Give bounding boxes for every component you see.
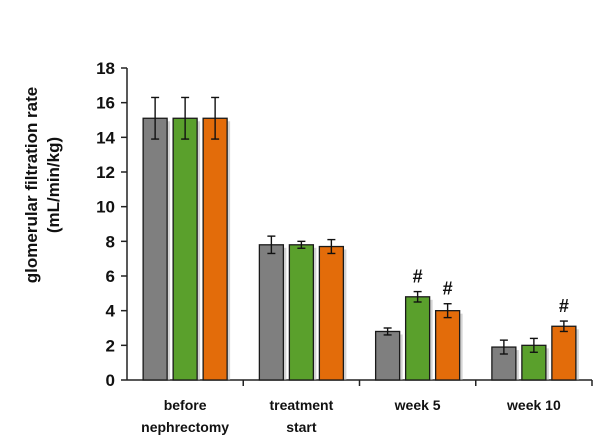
bar: [172, 117, 198, 381]
y-tick-label: 14: [96, 128, 115, 147]
x-category-label-line: before: [164, 397, 207, 413]
bar: [551, 325, 577, 381]
y-tick-label: 0: [106, 371, 115, 390]
x-category-label-line: week 5: [394, 397, 441, 413]
y-tick-label: 2: [106, 336, 115, 355]
bar: [318, 245, 345, 381]
significance-mark: #: [413, 267, 423, 287]
x-category-label-line: nephrectomy: [141, 419, 229, 435]
y-axis-title: glomerular filtration rate (mL/min/kg): [22, 87, 63, 283]
bar: [258, 244, 285, 381]
x-category-label: week 10: [506, 397, 561, 413]
x-category-label-line: start: [286, 419, 317, 435]
bars: [142, 96, 579, 381]
y-tick-label: 16: [96, 94, 115, 113]
x-category-label-line: week 10: [506, 397, 561, 413]
x-category-label-line: treatment: [269, 397, 333, 413]
y-tick-label: 6: [106, 267, 115, 286]
y-axis-title-text: glomerular filtration rate (mL/min/kg): [22, 87, 63, 283]
y-axis-title-line: glomerular filtration rate: [22, 87, 41, 283]
y-tick-label: 10: [96, 198, 115, 217]
bar: [434, 310, 461, 381]
x-category-label: week 5: [394, 397, 441, 413]
bar: [202, 117, 228, 381]
y-axis-title-line: (mL/min/kg): [44, 137, 63, 233]
bar: [288, 244, 315, 381]
bar: [142, 117, 168, 381]
x-category-label: before nephrectomy: [141, 397, 229, 435]
significance-mark: #: [443, 279, 453, 299]
labels: 0 2 4 6 8 10 12 14 16 18 before nephrectomy treatmen…: [96, 59, 569, 435]
bar: [374, 330, 401, 381]
y-tick-label: 4: [106, 302, 116, 321]
significance-mark: #: [559, 296, 569, 316]
bar: [404, 296, 431, 381]
y-tick-label: 18: [96, 59, 115, 78]
y-tick-label: 8: [106, 232, 115, 251]
x-category-label: treatment start: [269, 397, 333, 435]
y-tick-label: 12: [96, 163, 115, 182]
